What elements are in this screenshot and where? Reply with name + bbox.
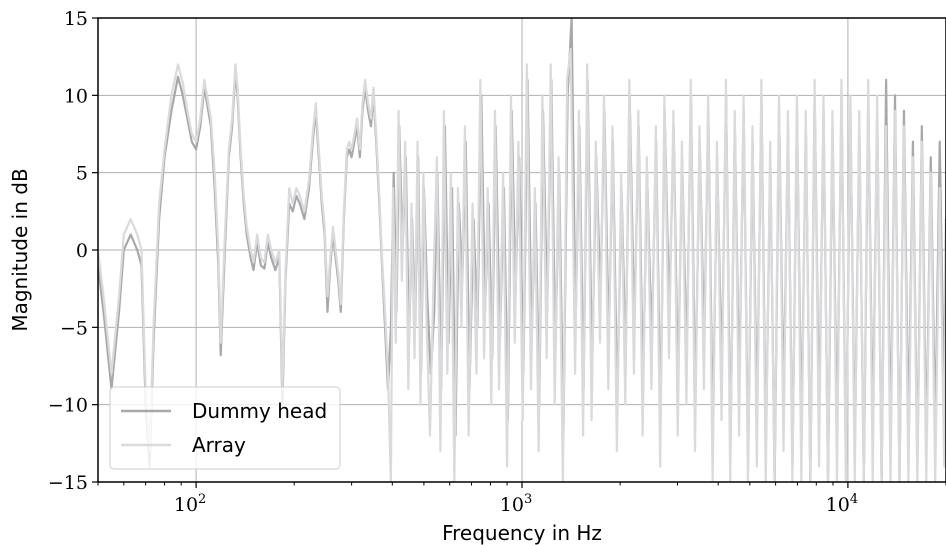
x-axis-label: Frequency in Hz (442, 521, 602, 545)
y-tick-label: 5 (76, 163, 88, 185)
axis-ticks (92, 17, 946, 488)
legend: Dummy head Array (109, 386, 341, 470)
legend-box (109, 386, 341, 470)
y-tick-label: −5 (60, 317, 88, 339)
y-tick-label: 10 (64, 85, 88, 107)
series-layer (98, 18, 946, 482)
legend-label-dummy-head: Dummy head (192, 399, 327, 423)
x-tick-label: 103 (500, 492, 532, 516)
y-axis-label: Magnitude in dB (8, 168, 32, 331)
x-tick-label: 104 (826, 492, 858, 516)
y-tick-label: 0 (76, 240, 88, 262)
y-tick-label: 15 (64, 8, 88, 30)
y-tick-label: −15 (48, 472, 88, 494)
y-tick-label: −10 (48, 395, 88, 417)
x-tick-label: 102 (174, 492, 206, 516)
legend-label-array: Array (192, 433, 246, 457)
series-line-array (98, 47, 946, 482)
y-tick-labels: 15 10 5 0 −5 −10 −15 (48, 8, 88, 494)
x-tick-labels: 102 103 104 (174, 492, 858, 516)
